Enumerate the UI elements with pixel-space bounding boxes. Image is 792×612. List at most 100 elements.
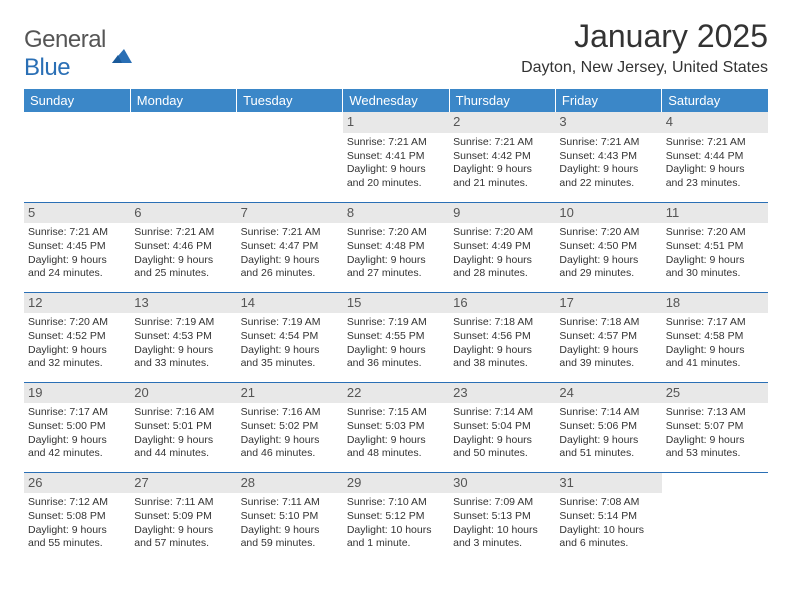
sunset-text: Sunset: 4:44 PM — [666, 150, 764, 164]
calendar-cell: 4Sunrise: 7:21 AMSunset: 4:44 PMDaylight… — [662, 112, 768, 202]
calendar-head: SundayMondayTuesdayWednesdayThursdayFrid… — [24, 89, 768, 112]
calendar-cell: 12Sunrise: 7:20 AMSunset: 4:52 PMDayligh… — [24, 292, 130, 382]
day-number: 5 — [24, 203, 130, 224]
day-number: 22 — [343, 383, 449, 404]
day-number: 2 — [449, 112, 555, 133]
sunset-text: Sunset: 4:43 PM — [559, 150, 657, 164]
daylight-text: Daylight: 9 hours and 21 minutes. — [453, 163, 551, 190]
sunrise-text: Sunrise: 7:20 AM — [453, 226, 551, 240]
day-number: 14 — [237, 293, 343, 314]
calendar-cell: 1Sunrise: 7:21 AMSunset: 4:41 PMDaylight… — [343, 112, 449, 202]
calendar-body: 1Sunrise: 7:21 AMSunset: 4:41 PMDaylight… — [24, 112, 768, 562]
daylight-text: Daylight: 9 hours and 24 minutes. — [28, 254, 126, 281]
daylight-text: Daylight: 9 hours and 36 minutes. — [347, 344, 445, 371]
day-number: 21 — [237, 383, 343, 404]
calendar-cell: 7Sunrise: 7:21 AMSunset: 4:47 PMDaylight… — [237, 202, 343, 292]
sunrise-text: Sunrise: 7:09 AM — [453, 496, 551, 510]
daylight-text: Daylight: 9 hours and 35 minutes. — [241, 344, 339, 371]
calendar-cell: 19Sunrise: 7:17 AMSunset: 5:00 PMDayligh… — [24, 382, 130, 472]
calendar-cell: 22Sunrise: 7:15 AMSunset: 5:03 PMDayligh… — [343, 382, 449, 472]
day-number: 4 — [662, 112, 768, 133]
sunrise-text: Sunrise: 7:19 AM — [134, 316, 232, 330]
sunset-text: Sunset: 4:52 PM — [28, 330, 126, 344]
daylight-text: Daylight: 9 hours and 29 minutes. — [559, 254, 657, 281]
sunrise-text: Sunrise: 7:21 AM — [134, 226, 232, 240]
sunset-text: Sunset: 4:45 PM — [28, 240, 126, 254]
title-block: January 2025 Dayton, New Jersey, United … — [521, 18, 768, 85]
daylight-text: Daylight: 9 hours and 25 minutes. — [134, 254, 232, 281]
daylight-text: Daylight: 9 hours and 57 minutes. — [134, 524, 232, 551]
location-text: Dayton, New Jersey, United States — [521, 59, 768, 77]
day-number: 24 — [555, 383, 661, 404]
daylight-text: Daylight: 9 hours and 42 minutes. — [28, 434, 126, 461]
day-number: 31 — [555, 473, 661, 494]
page-title: January 2025 — [521, 18, 768, 55]
daylight-text: Daylight: 9 hours and 55 minutes. — [28, 524, 126, 551]
daylight-text: Daylight: 9 hours and 48 minutes. — [347, 434, 445, 461]
day-number: 6 — [130, 203, 236, 224]
sunset-text: Sunset: 4:46 PM — [134, 240, 232, 254]
sunrise-text: Sunrise: 7:14 AM — [453, 406, 551, 420]
logo: General Blue — [24, 18, 134, 82]
sunset-text: Sunset: 4:56 PM — [453, 330, 551, 344]
day-number: 16 — [449, 293, 555, 314]
sunset-text: Sunset: 5:07 PM — [666, 420, 764, 434]
daylight-text: Daylight: 9 hours and 59 minutes. — [241, 524, 339, 551]
daylight-text: Daylight: 9 hours and 22 minutes. — [559, 163, 657, 190]
daylight-text: Daylight: 9 hours and 51 minutes. — [559, 434, 657, 461]
sunrise-text: Sunrise: 7:17 AM — [28, 406, 126, 420]
logo-text: General Blue — [24, 26, 106, 82]
sunrise-text: Sunrise: 7:21 AM — [347, 136, 445, 150]
sunset-text: Sunset: 4:55 PM — [347, 330, 445, 344]
sunrise-text: Sunrise: 7:18 AM — [453, 316, 551, 330]
sunset-text: Sunset: 4:42 PM — [453, 150, 551, 164]
daylight-text: Daylight: 9 hours and 38 minutes. — [453, 344, 551, 371]
logo-text-b: Blue — [24, 54, 70, 81]
day-number: 20 — [130, 383, 236, 404]
sunrise-text: Sunrise: 7:18 AM — [559, 316, 657, 330]
sunrise-text: Sunrise: 7:20 AM — [559, 226, 657, 240]
day-number: 26 — [24, 473, 130, 494]
day-number: 7 — [237, 203, 343, 224]
sunset-text: Sunset: 4:57 PM — [559, 330, 657, 344]
calendar-cell: 16 Sunrise: 7:18 AMSunset: 4:56 PMDayligh… — [449, 292, 555, 382]
calendar-cell: 2Sunrise: 7:21 AMSunset: 4:42 PMDaylight… — [449, 112, 555, 202]
sunrise-text: Sunrise: 7:11 AM — [241, 496, 339, 510]
daylight-text: Daylight: 9 hours and 26 minutes. — [241, 254, 339, 281]
day-header: Monday — [130, 89, 236, 112]
day-number: 8 — [343, 203, 449, 224]
sunset-text: Sunset: 5:00 PM — [28, 420, 126, 434]
calendar-cell: 17Sunrise: 7:18 AMSunset: 4:57 PMDayligh… — [555, 292, 661, 382]
sunset-text: Sunset: 5:10 PM — [241, 510, 339, 524]
sunset-text: Sunset: 5:04 PM — [453, 420, 551, 434]
day-number: 9 — [449, 203, 555, 224]
sunset-text: Sunset: 4:58 PM — [666, 330, 764, 344]
day-number: 29 — [343, 473, 449, 494]
calendar-cell: 15Sunrise: 7:19 AMSunset: 4:55 PMDayligh… — [343, 292, 449, 382]
sunset-text: Sunset: 4:54 PM — [241, 330, 339, 344]
daylight-text: Daylight: 9 hours and 27 minutes. — [347, 254, 445, 281]
sunrise-text: Sunrise: 7:19 AM — [241, 316, 339, 330]
sunset-text: Sunset: 4:53 PM — [134, 330, 232, 344]
day-number: 3 — [555, 112, 661, 133]
daylight-text: Daylight: 9 hours and 20 minutes. — [347, 163, 445, 190]
day-header: Saturday — [662, 89, 768, 112]
daylight-text: Daylight: 9 hours and 30 minutes. — [666, 254, 764, 281]
logo-text-a: General — [24, 26, 106, 53]
sunrise-text: Sunrise: 7:20 AM — [666, 226, 764, 240]
sunrise-text: Sunrise: 7:10 AM — [347, 496, 445, 510]
calendar-cell: 6 Sunrise: 7:21 AMSunset: 4:46 PMDaylight… — [130, 202, 236, 292]
sunset-text: Sunset: 4:49 PM — [453, 240, 551, 254]
calendar-row: 5Sunrise: 7:21 AMSunset: 4:45 PMDaylight… — [24, 202, 768, 292]
sunset-text: Sunset: 4:51 PM — [666, 240, 764, 254]
calendar-cell: 27Sunrise: 7:11 AMSunset: 5:09 PMDayligh… — [130, 472, 236, 562]
calendar-cell: 29Sunrise: 7:10 AMSunset: 5:12 PMDayligh… — [343, 472, 449, 562]
day-number: 17 — [555, 293, 661, 314]
daylight-text: Daylight: 9 hours and 44 minutes. — [134, 434, 232, 461]
daylight-text: Daylight: 9 hours and 53 minutes. — [666, 434, 764, 461]
daylight-text: Daylight: 9 hours and 46 minutes. — [241, 434, 339, 461]
day-number: 1 — [343, 112, 449, 133]
calendar-cell: 26Sunrise: 7:12 AMSunset: 5:08 PMDayligh… — [24, 472, 130, 562]
day-number: 10 — [555, 203, 661, 224]
sunrise-text: Sunrise: 7:20 AM — [347, 226, 445, 240]
